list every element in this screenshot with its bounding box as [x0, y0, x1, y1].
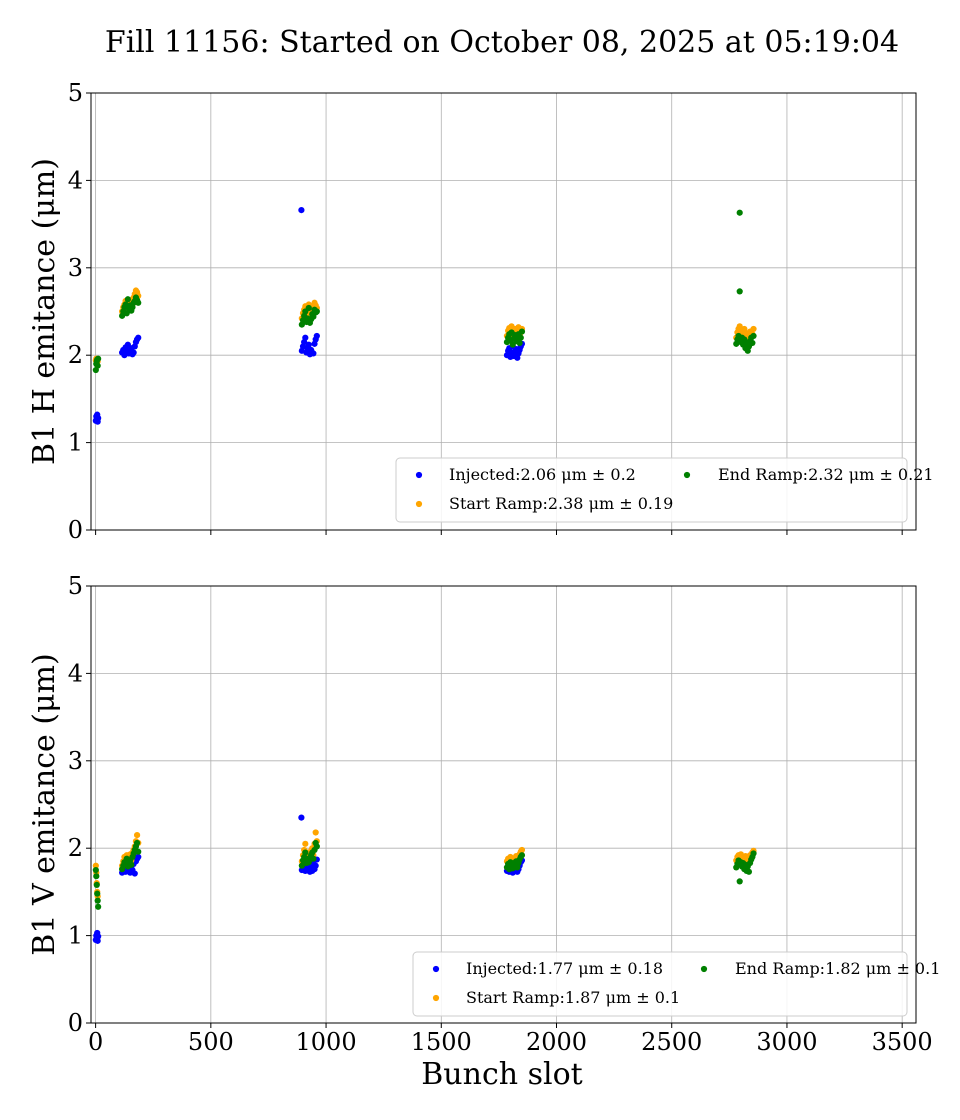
- data-point-injected: [312, 862, 319, 869]
- data-point-injected: [310, 350, 317, 357]
- panel-horizontal: 0 1 2 3 4 5 B1 H emitance (μm) Injected:2.06 μm…: [27, 79, 934, 544]
- data-point-end-ramp: [135, 848, 142, 855]
- y-tick-label: 2: [68, 834, 83, 862]
- data-point-end-ramp: [298, 862, 305, 869]
- y-tick-label: 2: [68, 341, 83, 369]
- data-point-end-ramp: [518, 328, 526, 335]
- data-point-injected: [298, 207, 305, 214]
- data-point-end-ramp: [93, 873, 100, 880]
- data-point-end-ramp: [736, 288, 743, 295]
- y-tick-label: 1: [68, 922, 83, 950]
- data-point-end-ramp: [517, 334, 524, 341]
- data-point-start-ramp: [750, 325, 757, 333]
- data-point-start-ramp: [133, 831, 141, 839]
- legend-entry: End Ramp:2.32 μm ± 0.21: [718, 465, 934, 484]
- data-point-end-ramp: [94, 897, 101, 904]
- x-tick-label: 1000: [296, 1028, 357, 1056]
- legend-box: [412, 951, 908, 1017]
- x-axis-label: Bunch slot: [421, 1057, 582, 1092]
- data-point-injected: [302, 334, 309, 341]
- y-tick-label: 1: [68, 429, 83, 457]
- data-point-end-ramp: [93, 881, 100, 889]
- data-point-end-ramp: [133, 839, 141, 847]
- data-point-end-ramp: [122, 301, 129, 308]
- data-point-end-ramp: [745, 868, 753, 875]
- legend-marker: [700, 965, 708, 973]
- data-point-end-ramp: [94, 890, 101, 897]
- x-tick-label: 2000: [526, 1028, 587, 1056]
- data-point-end-ramp: [128, 861, 135, 868]
- y-tick-label: 5: [68, 572, 83, 600]
- data-point-end-ramp: [516, 339, 523, 347]
- data-point-injected: [135, 334, 142, 341]
- y-axis-label: B1 H emitance (μm): [27, 158, 62, 465]
- data-point-end-ramp: [302, 849, 309, 856]
- data-point-injected: [131, 870, 138, 877]
- data-point-injected: [95, 415, 102, 422]
- x-tick-label: 3500: [872, 1028, 933, 1056]
- x-tick-label: 2500: [641, 1028, 702, 1056]
- data-point-end-ramp: [749, 339, 756, 347]
- legend-entry: Injected:1.77 μm ± 0.18: [466, 959, 663, 978]
- y-tick-label: 5: [68, 79, 83, 107]
- data-point-end-ramp: [736, 209, 743, 216]
- legend-marker: [432, 965, 440, 973]
- plot-frame: [90, 585, 917, 1024]
- data-point-injected: [135, 853, 142, 861]
- legend-entry: End Ramp:1.82 μm ± 0.1: [735, 959, 940, 978]
- y-tick-label: 3: [68, 254, 83, 282]
- data-point-end-ramp: [313, 843, 320, 850]
- legend-marker: [415, 471, 423, 479]
- data-point-end-ramp: [750, 332, 757, 340]
- panel-vertical: 0 500 1000 1500 2000 2500 3000 3500 0 1 2 3 4 5 B1 V e…: [27, 572, 940, 1056]
- data-point-start-ramp: [518, 846, 526, 854]
- x-tick-label: 500: [188, 1028, 234, 1056]
- data-point-start-ramp: [312, 829, 319, 836]
- data-point-start-ramp: [92, 862, 99, 869]
- data-point-end-ramp: [736, 878, 743, 885]
- data-point-end-ramp: [135, 299, 142, 306]
- legend-entry: Injected:2.06 μm ± 0.2: [449, 465, 636, 484]
- data-point-injected: [305, 341, 312, 348]
- legend-entry: Start Ramp:1.87 μm ± 0.1: [466, 988, 680, 1007]
- x-tick-label: 0: [88, 1028, 103, 1056]
- data-point-end-ramp: [95, 355, 102, 362]
- y-tick-label: 4: [68, 166, 83, 194]
- data-point-end-ramp: [92, 866, 99, 874]
- data-point-end-ramp: [305, 304, 312, 312]
- plot-frame: [90, 92, 917, 531]
- y-tick-label: 3: [68, 747, 83, 775]
- data-point-injected: [95, 933, 102, 940]
- data-point-end-ramp: [310, 855, 317, 862]
- y-tick-label: 0: [68, 1009, 83, 1037]
- legend-marker: [683, 471, 691, 479]
- legend-marker: [415, 500, 423, 508]
- y-axis-label: B1 V emitance (μm): [27, 653, 62, 955]
- data-point-end-ramp: [518, 852, 526, 859]
- data-point-injected: [298, 814, 305, 821]
- data-point-end-ramp: [94, 362, 101, 369]
- legend-entry: Start Ramp:2.38 μm ± 0.19: [449, 494, 673, 513]
- data-point-start-ramp: [302, 840, 309, 847]
- data-point-injected: [313, 332, 320, 340]
- legend-marker: [432, 994, 440, 1002]
- x-tick-label: 3000: [756, 1028, 817, 1056]
- y-tick-label: 4: [68, 659, 83, 687]
- y-tick-label: 0: [68, 516, 83, 544]
- chart-title: Fill 11156: Started on October 08, 2025 …: [105, 25, 899, 60]
- x-tick-label: 1500: [411, 1028, 472, 1056]
- data-point-end-ramp: [750, 850, 757, 857]
- data-point-end-ramp: [95, 903, 102, 910]
- data-point-injected: [130, 349, 137, 356]
- legend-box: [395, 457, 908, 523]
- data-point-end-ramp: [313, 308, 320, 315]
- data-point-end-ramp: [124, 296, 131, 303]
